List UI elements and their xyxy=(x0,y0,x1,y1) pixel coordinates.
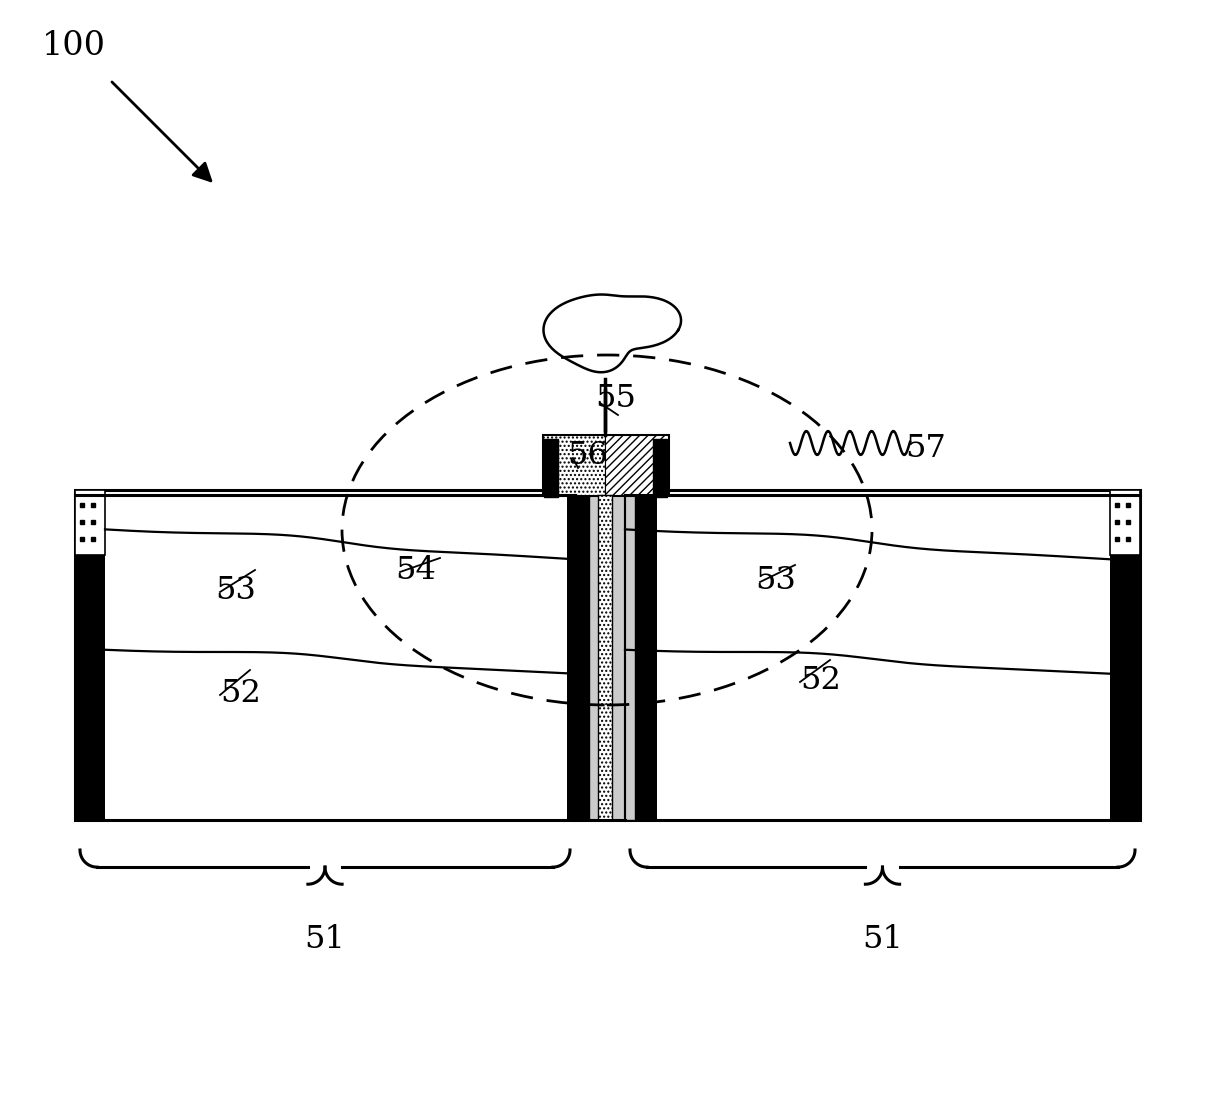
Bar xyxy=(1111,491,1140,556)
Text: 100: 100 xyxy=(43,30,106,62)
Bar xyxy=(543,435,605,495)
Text: 54: 54 xyxy=(395,554,436,586)
Bar xyxy=(567,495,589,820)
Bar xyxy=(635,495,657,820)
Text: 52: 52 xyxy=(799,664,841,696)
Bar xyxy=(75,491,104,820)
Text: 53: 53 xyxy=(215,575,256,606)
Bar xyxy=(75,491,575,820)
Bar xyxy=(652,439,667,497)
Bar xyxy=(605,435,668,495)
Bar xyxy=(598,495,612,820)
Text: 51: 51 xyxy=(863,924,903,955)
Bar xyxy=(75,491,104,556)
Text: 53: 53 xyxy=(755,564,796,596)
Text: 56: 56 xyxy=(567,439,608,470)
Bar xyxy=(544,439,558,497)
Bar xyxy=(589,495,635,820)
Bar xyxy=(625,491,1140,820)
Text: 57: 57 xyxy=(905,432,945,464)
Text: 52: 52 xyxy=(220,678,261,709)
Text: 51: 51 xyxy=(305,924,345,955)
Bar xyxy=(1111,491,1140,820)
Bar xyxy=(543,435,668,495)
Text: 55: 55 xyxy=(595,383,635,413)
